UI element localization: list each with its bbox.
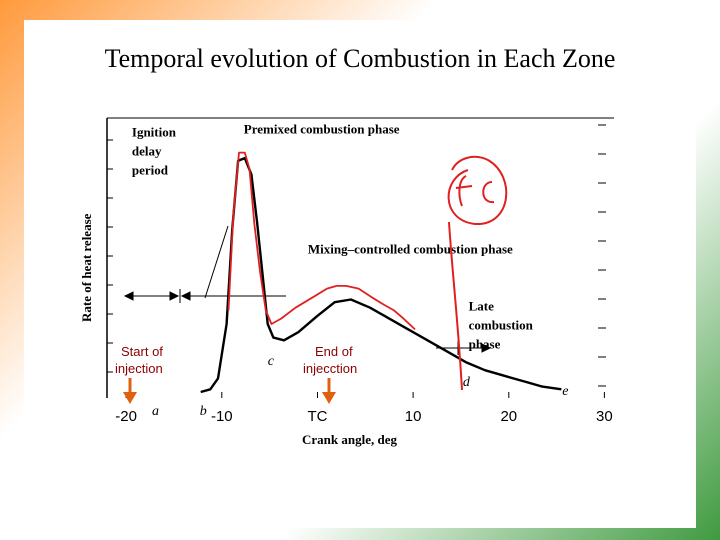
annotation-2: delay [132, 143, 162, 158]
annotation-3: period [132, 162, 169, 177]
late-phase-arrow [436, 341, 492, 355]
start-injection-label-2: injection [115, 361, 163, 376]
point-letter-a: a [152, 404, 159, 419]
annotation-1: Ignition [132, 124, 177, 139]
annotation-5: Mixing–controlled combustion phase [308, 241, 513, 256]
chart-annotations: Ignition delay period Premixed combustion p… [132, 122, 534, 352]
annotation-4: Premixed combustion phase [244, 122, 400, 137]
end-injection-arrow [322, 378, 336, 404]
end-injection-label-1: End of [315, 344, 353, 359]
point-letter-e: e [562, 384, 568, 399]
annotation-8: phase [469, 337, 501, 352]
x-tick-labels: -20 -10 TC 10 20 30 [115, 408, 612, 425]
annotation-6: Late [469, 298, 495, 313]
series-line-2 [227, 151, 416, 331]
x-tick-label: 10 [405, 408, 422, 425]
slide-background [24, 20, 696, 528]
x-axis-label: Crank angle, deg [302, 432, 397, 447]
handwritten-fc-note [447, 155, 508, 226]
end-injection-label-2: injecction [303, 361, 357, 376]
point-letter-d: d [463, 375, 471, 390]
ignition-delay-arrows [123, 289, 181, 303]
point-letter-b: b [200, 404, 207, 419]
x-tick-label: 30 [596, 408, 613, 425]
y-axis-label: Rate of heat release [79, 213, 94, 322]
start-injection-arrow [123, 378, 137, 404]
mixing-phase-arrow [180, 291, 286, 301]
x-tick-label: -10 [211, 408, 233, 425]
point-letters: a b c d e [152, 354, 569, 419]
x-tick-label: 20 [500, 408, 517, 425]
premixed-pointer-line [204, 225, 229, 299]
right-tick-marks [107, 124, 606, 387]
handwritten-fc-line [448, 221, 463, 391]
chart-series [200, 151, 562, 394]
x-tick-label: -20 [115, 408, 137, 425]
slide-title: Temporal evolution of Combustion in Each… [104, 44, 616, 73]
start-injection-label-1: Start of [121, 344, 163, 359]
point-letter-c: c [268, 354, 275, 369]
annotation-7: combustion [469, 317, 534, 332]
x-tick-marks [125, 392, 605, 398]
x-tick-label: TC [308, 408, 328, 425]
